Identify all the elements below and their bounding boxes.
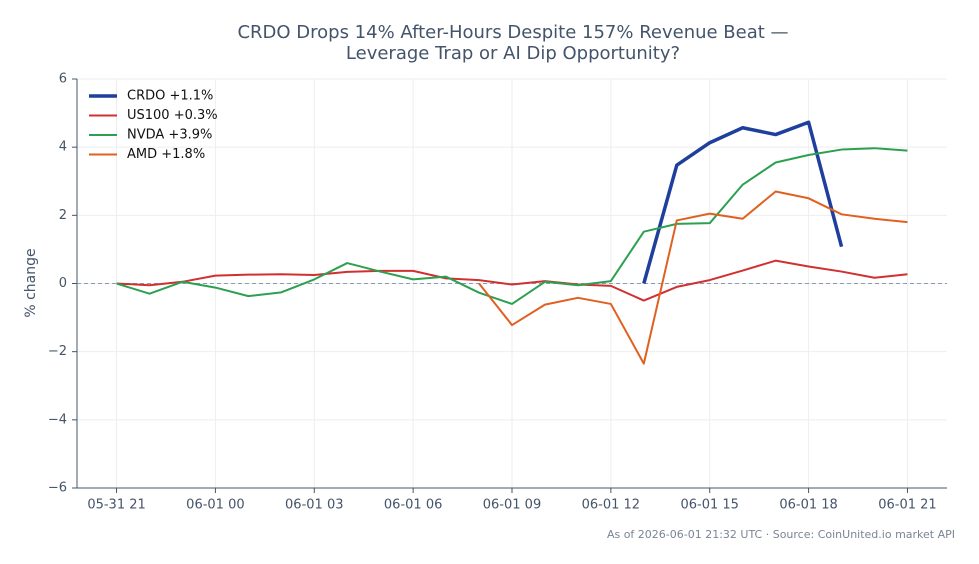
y-tick-label: 6: [59, 72, 67, 87]
chart-title: CRDO Drops 14% After-Hours Despite 157% …: [237, 22, 788, 43]
chart-subtitle: Leverage Trap or AI Dip Opportunity?: [346, 43, 680, 64]
x-tick-label: 06-01 21: [878, 498, 936, 513]
legend-label: AMD +1.8%: [127, 147, 205, 162]
x-tick-label: 06-01 06: [384, 498, 442, 513]
y-tick-label: −2: [48, 344, 67, 359]
x-tick-label: 06-01 18: [779, 498, 837, 513]
legend-label: US100 +0.3%: [127, 108, 218, 123]
x-tick-label: 06-01 12: [582, 498, 640, 513]
x-tick-label: 05-31 21: [87, 498, 145, 513]
x-tick-label: 06-01 03: [285, 498, 343, 513]
y-tick-label: −4: [48, 412, 67, 427]
series-line: [116, 259, 908, 302]
legend-label: NVDA +3.9%: [127, 128, 212, 143]
y-tick-label: 4: [59, 140, 67, 155]
series-line: [642, 120, 844, 284]
series-line: [116, 147, 908, 305]
y-tick-label: −6: [48, 481, 67, 496]
series-line: [478, 190, 908, 365]
y-tick-label: 2: [59, 208, 67, 223]
footnote: As of 2026-06-01 21:32 UTC · Source: Coi…: [607, 528, 955, 541]
x-tick-label: 06-01 00: [186, 498, 244, 513]
y-axis-label: % change: [23, 248, 39, 317]
x-tick-label: 06-01 09: [483, 498, 541, 513]
legend-label: CRDO +1.1%: [127, 89, 213, 104]
x-tick-label: 06-01 15: [681, 498, 739, 513]
y-tick-label: 0: [59, 276, 67, 291]
